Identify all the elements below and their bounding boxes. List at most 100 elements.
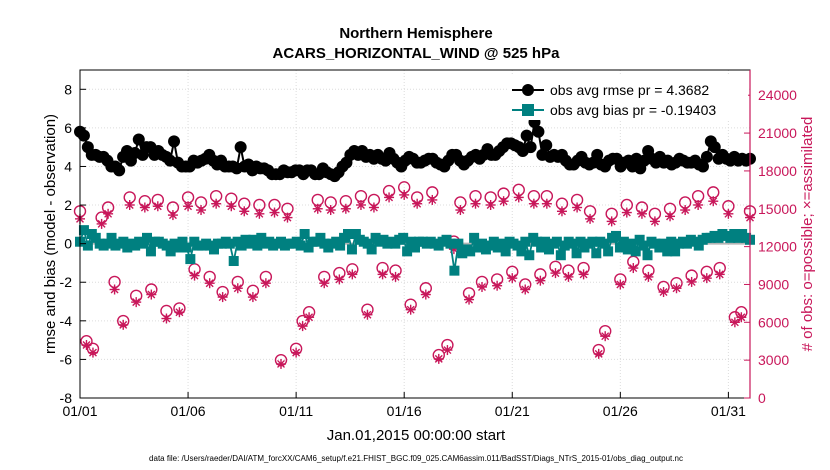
bias-point [209,244,219,255]
obs-assimilated-point [340,203,351,214]
bias-point [224,238,235,249]
bias-point [587,236,598,247]
asterisk-stroke [277,359,285,368]
asterisk-stroke [493,281,502,290]
obs-assimilated-point [239,206,250,217]
asterisk-stroke [356,200,365,209]
bias-point [248,234,259,245]
obs-assimilated-point [498,196,509,207]
y2-tick-label: 21000 [758,125,797,141]
rmse-point [132,133,145,146]
asterisk-stroke [514,193,523,202]
bias-point [236,240,247,251]
asterisk-stroke [125,200,134,209]
x-tick-label: 01/01 [62,403,97,419]
asterisk-stroke [140,203,149,212]
asterisk-stroke [305,313,314,322]
obs-assimilated-point [118,319,129,330]
bias-point [102,238,113,249]
bias-point [524,250,535,261]
bias-point [299,229,310,239]
bias-point [496,238,507,249]
y-axis-right: 0 3000 6000 9000 12000 15000 18000 21000 24000 [744,87,797,406]
bias-point [567,238,578,249]
bias-point [575,236,586,247]
bias-point [618,236,629,247]
bias-point [82,240,93,251]
legend-bias-marker [522,104,534,116]
obs-assimilated-point [550,268,561,279]
asterisk-stroke [400,190,409,199]
chart-title: Northern Hemisphere [339,25,492,42]
asterisk-stroke [175,308,184,317]
bias-point [630,246,641,257]
legend-rmse-marker [522,84,534,96]
obs-assimilated-point [291,347,302,358]
bias-point [591,248,602,259]
asterisk-stroke [348,270,357,279]
legend: obs avg rmse pr = 4.3682 obs avg bias pr… [508,74,748,120]
asterisk-stroke [594,349,603,358]
y2-tick-label: 3000 [758,352,789,368]
obs-assimilated-point [578,269,589,280]
asterisk-stroke [184,202,193,211]
obs-assimilated-point [319,278,330,289]
asterisk-stroke [737,313,746,322]
bias-point [362,238,373,249]
obs-assimilated-point [355,199,366,210]
rmse-point [113,164,126,177]
asterisk-stroke [153,202,162,211]
obs-assimilated-point [377,269,388,280]
asterisk-stroke [168,211,177,220]
x-tick-label: 01/11 [279,403,313,419]
asterisk-stroke [529,199,538,208]
bias-point [138,238,149,249]
bias-point [90,232,101,243]
asterisk-stroke [255,209,264,218]
obs-assimilated-point [124,199,135,210]
bias-point [315,232,326,243]
asterisk-stroke [147,290,156,299]
bias-point [398,232,409,243]
bias-point [469,232,480,243]
y-tick-label: -6 [60,351,73,367]
asterisk-stroke [709,197,718,206]
obs-assimilated-point [477,281,487,292]
obs-assimilated-point [81,340,92,351]
bias-point [406,236,417,247]
obs-assimilated-point [513,192,524,203]
obs-assimilated-point [196,205,207,216]
bias-point [512,240,523,251]
asterisk-stroke [240,207,249,216]
rmse-series [74,116,756,183]
obs-assimilated-point [464,294,475,305]
obs-assimilated-point [729,317,740,328]
obs-assimilated-point [585,213,596,224]
y-tick-label: 0 [64,236,72,252]
obs-assimilated-point [693,199,704,210]
asterisk-stroke [212,199,221,208]
y2-tick-label: 18000 [758,163,797,179]
obs-assimilated-point [260,278,271,289]
bias-point [626,238,637,249]
obs-assimilated-point [226,201,237,212]
asterisk-stroke [82,341,91,350]
obs-assimilated-point [390,271,401,282]
obs-assimilated-point [433,353,444,364]
obs-assimilated-point [563,271,574,282]
obs-assimilated-point [541,198,552,209]
asterisk-stroke [465,295,474,304]
asterisk-stroke [227,202,236,211]
obs-assimilated-point [556,206,567,217]
obs-assimilated-point [615,279,626,290]
asterisk-stroke [456,206,465,215]
obs-assimilated-point [217,292,228,303]
asterisk-stroke [110,285,119,294]
obs-assimilated-point [347,269,358,280]
bias-point [544,244,554,255]
legend-box [508,74,748,120]
bias-point [465,246,476,257]
obs-assimilated-point [103,208,114,219]
asterisk-stroke [313,204,322,213]
